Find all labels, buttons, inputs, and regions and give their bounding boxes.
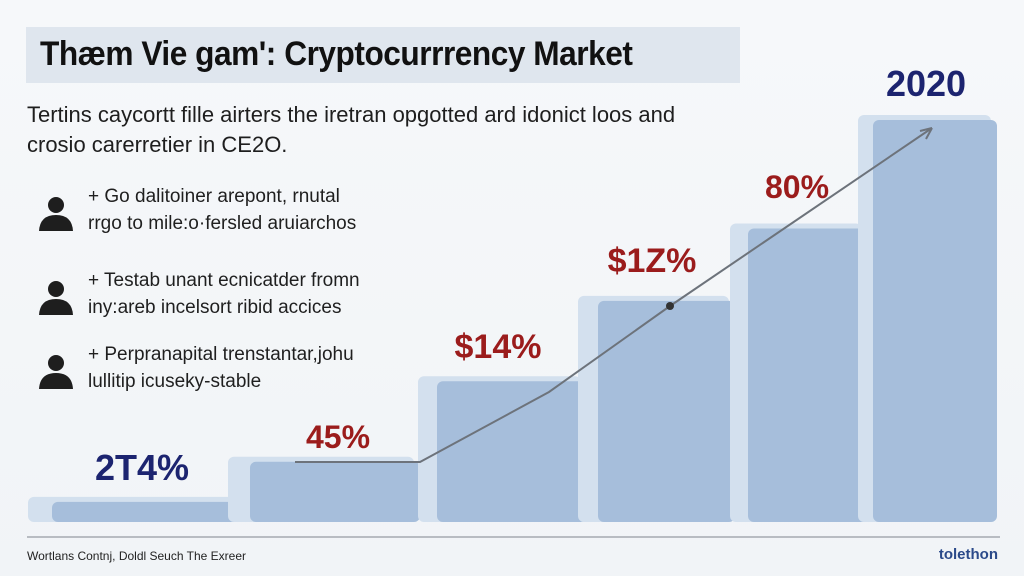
- bar: [873, 120, 997, 522]
- footer-brand-logo: tolethon: [938, 546, 998, 563]
- data-label: 80%: [765, 169, 829, 205]
- person-icon: [39, 355, 73, 389]
- bullet-line: + Perpranapital trenstantar,johu: [88, 344, 354, 365]
- person-icon: [39, 197, 73, 231]
- data-label: 45%: [306, 419, 370, 455]
- data-label: 2T4%: [95, 447, 189, 488]
- bar: [748, 228, 868, 523]
- data-label: 2020: [886, 63, 966, 104]
- bar: [437, 381, 587, 522]
- bullet-line: rrgo to mile:o·fersled aruiarchos: [88, 213, 357, 234]
- trend-point: [666, 302, 674, 310]
- trend-line: [295, 127, 933, 463]
- subtitle-line: crosio carerretier in CE2O.: [27, 132, 288, 157]
- data-label: $14%: [455, 328, 542, 366]
- bar: [52, 501, 240, 522]
- bullet-item: + Testab unant ecnicatder fromn iny:areb …: [32, 267, 412, 327]
- bullet-line: lullitip icuseky-stable: [88, 371, 262, 392]
- person-icon: [39, 281, 73, 315]
- bullet-line: + Go dalitoiner arepont, rnutal: [88, 186, 340, 207]
- bar: [598, 300, 735, 522]
- subtitle: Tertins caycortt fille airters the iretr…: [27, 100, 747, 160]
- bullet-item: + Perpranapital trenstantar,johu lullitip…: [32, 341, 412, 401]
- bullet-line: + Testab unant ecnicatder fromn: [88, 270, 360, 291]
- title-banner: Thæm Vie gam': Cryptocurrrency Market: [26, 27, 740, 83]
- footer-divider: [27, 536, 1000, 538]
- data-label: $1Z%: [608, 242, 697, 280]
- bullet-item: + Go dalitoiner arepont, rnutal rrgo to m…: [32, 183, 412, 243]
- subtitle-line: Tertins caycortt fille airters the iretr…: [27, 102, 676, 127]
- bullet-line: iny:areb incelsort ribid accices: [88, 297, 342, 318]
- footer-source: Wortlans Contnj, Doldl Seuch The Exreer: [27, 549, 246, 563]
- bar: [250, 461, 420, 522]
- page-title: Thæm Vie gam': Cryptocurrrency Market: [40, 35, 633, 73]
- arrow-head-icon: [919, 127, 933, 140]
